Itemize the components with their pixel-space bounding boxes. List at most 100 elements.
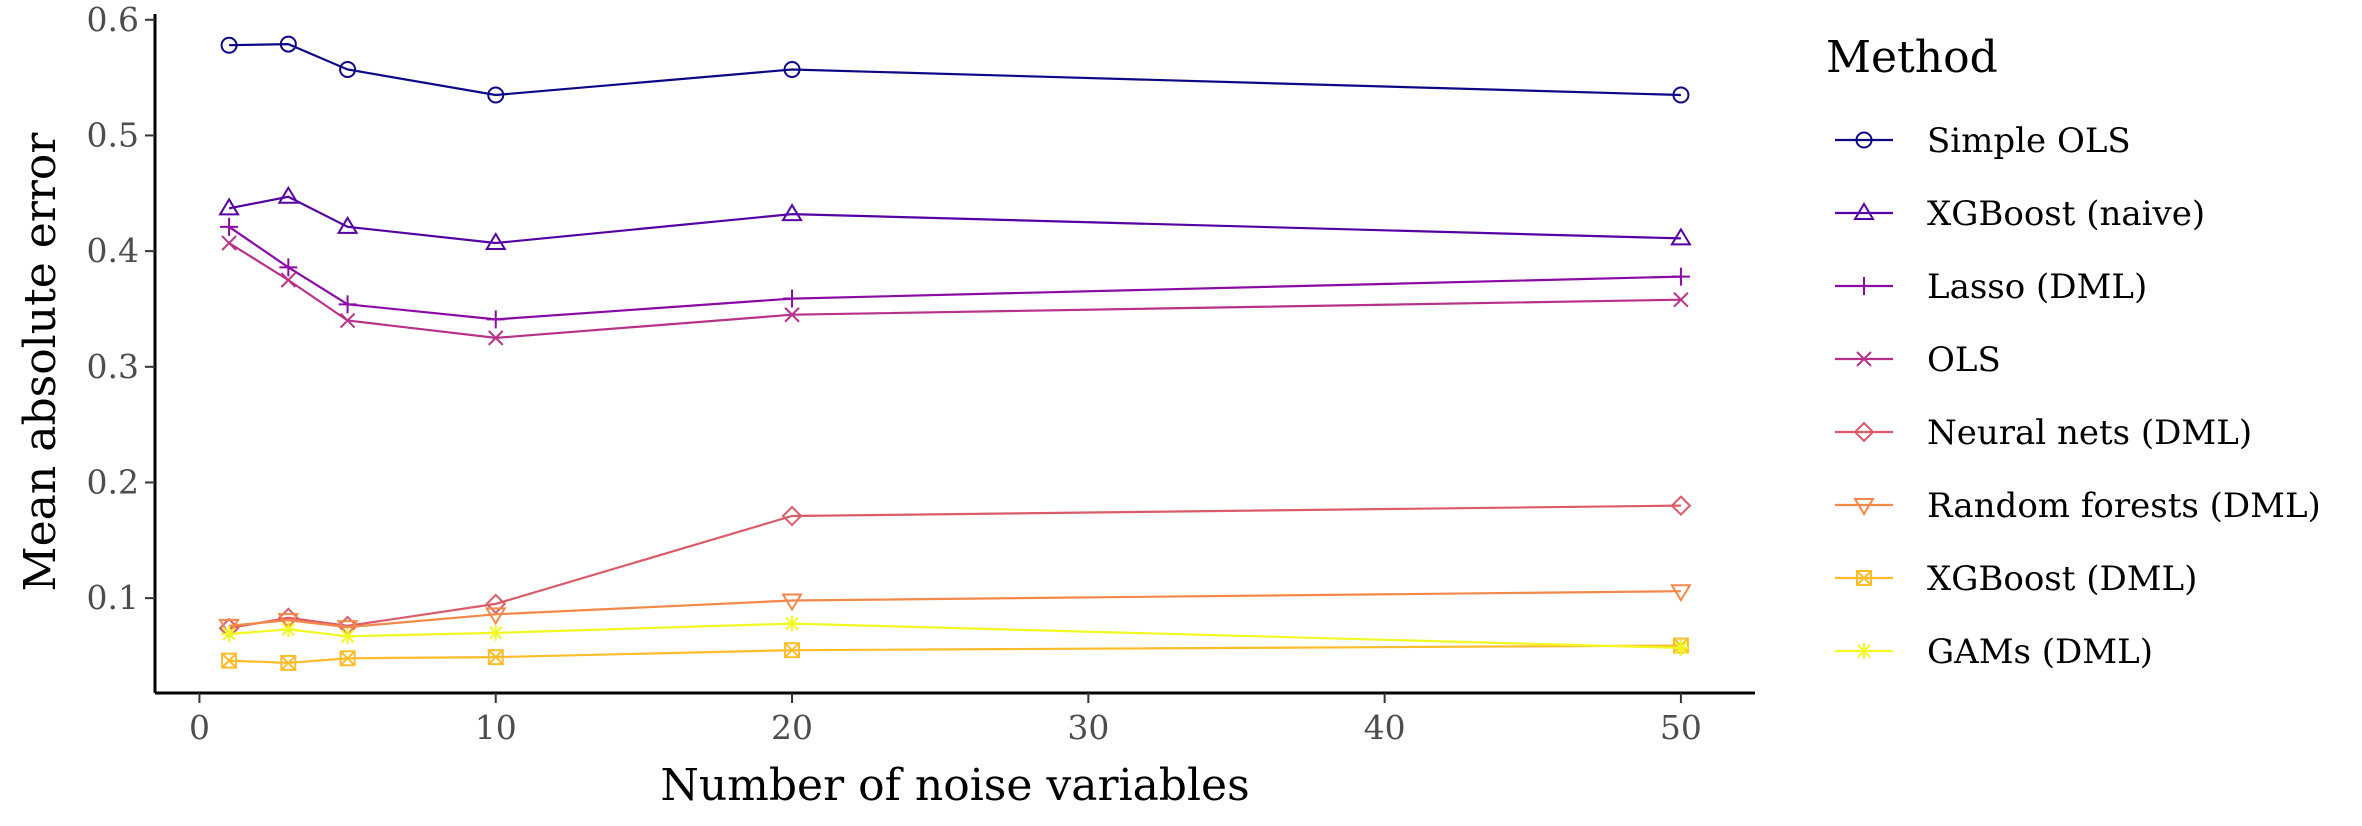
- data-point: [485, 593, 507, 615]
- legend-label: Simple OLS: [1927, 121, 2131, 161]
- data-point: [1670, 227, 1692, 246]
- axes: [153, 14, 1755, 695]
- data-point: [277, 613, 300, 632]
- legend-label: GAMs (DML): [1927, 632, 2153, 672]
- data-point: [339, 312, 356, 329]
- y-axis-title: Mean absolute error: [15, 132, 66, 592]
- data-point: [280, 654, 297, 671]
- legend-label: Random forests (DML): [1927, 486, 2321, 526]
- data-point: [1670, 495, 1692, 517]
- x-tick-label: 30: [1067, 708, 1109, 747]
- series-line: [229, 622, 1681, 649]
- series-line: [228, 590, 1681, 629]
- data-point: [221, 235, 237, 251]
- data-point: [336, 215, 359, 234]
- x-tick-label: 50: [1660, 708, 1702, 747]
- data-point: [221, 652, 238, 669]
- x-tick-label: 10: [475, 708, 517, 747]
- data-point: [336, 620, 359, 639]
- data-point: [1670, 584, 1692, 603]
- series-simple-ols: [220, 35, 1690, 104]
- data-point: [487, 649, 504, 666]
- legend-key-marker: [1853, 498, 1875, 516]
- y-tick-label: 0.6: [87, 0, 139, 39]
- ticks: 0 10 20 30 40 50 0.1 0.2 0.3 0.4 0.5 0.6: [87, 0, 1702, 747]
- series-ols: [221, 235, 1689, 346]
- data-point: [1671, 267, 1690, 286]
- legend-key-marker: [1856, 643, 1872, 659]
- legend-label: OLS: [1927, 340, 2001, 380]
- data-point: [783, 289, 802, 308]
- series-xgboost-dml: [221, 637, 1689, 671]
- data-point: [781, 593, 803, 612]
- legend-key-marker: [1853, 202, 1875, 220]
- legend-key-marker: [1853, 421, 1875, 443]
- data-point: [280, 272, 297, 288]
- data-point: [784, 642, 801, 659]
- y-tick-label: 0.1: [87, 578, 139, 617]
- y-tick-label: 0.3: [87, 347, 139, 386]
- x-axis-title: Number of noise variables: [660, 760, 1249, 811]
- series-xgboost-naive: [218, 185, 1692, 251]
- legend-key-marker: [1856, 570, 1872, 586]
- data-point: [1672, 639, 1689, 656]
- data-point: [784, 307, 800, 323]
- legend-label: Lasso (DML): [1927, 267, 2147, 307]
- legend-label: XGBoost (DML): [1927, 559, 2197, 599]
- legend-item: Neural nets (DML): [1835, 413, 2252, 453]
- y-tick-label: 0.5: [87, 115, 139, 154]
- series-random-forests-dml: [218, 584, 1692, 639]
- legend-item: Random forests (DML): [1835, 486, 2321, 526]
- legend-key-marker: [1855, 131, 1873, 149]
- legend-item: Simple OLS: [1835, 121, 2131, 161]
- legend-item: OLS: [1835, 340, 2001, 380]
- series-line: [228, 504, 1681, 630]
- data-point: [783, 61, 801, 79]
- legend-key-marker: [1856, 351, 1872, 367]
- series-lasso-dml: [220, 217, 1690, 329]
- data-point: [339, 628, 356, 645]
- data-point: [279, 35, 297, 53]
- data-point: [338, 295, 357, 314]
- data-point: [339, 650, 356, 667]
- y-tick-label: 0.4: [87, 231, 139, 270]
- data-point: [784, 615, 801, 632]
- series-group: [218, 35, 1692, 671]
- data-point: [484, 232, 507, 251]
- legend: Method Simple OLS XGBoost (naive) Lasso (D…: [1826, 32, 2321, 672]
- series-line: [228, 242, 1681, 340]
- data-point: [487, 86, 505, 104]
- data-point: [339, 61, 357, 79]
- series-line: [228, 195, 1681, 245]
- data-point: [781, 203, 803, 222]
- legend-label: XGBoost (naive): [1927, 194, 2205, 234]
- legend-item: GAMs (DML): [1835, 632, 2153, 672]
- data-point: [277, 185, 300, 204]
- data-point: [1672, 86, 1690, 104]
- series-line: [228, 225, 1681, 321]
- series-gams-dml: [221, 615, 1689, 656]
- legend-label: Neural nets (DML): [1927, 413, 2252, 453]
- x-tick-label: 20: [771, 708, 813, 747]
- series-line: [229, 644, 1681, 665]
- data-point: [218, 197, 240, 216]
- x-tick-label: 0: [189, 708, 210, 747]
- y-tick-label: 0.2: [87, 462, 139, 501]
- data-point: [221, 626, 238, 643]
- x-tick-label: 40: [1364, 708, 1406, 747]
- data-point: [218, 618, 240, 637]
- data-point: [488, 330, 504, 346]
- series-line: [229, 42, 1681, 97]
- legend-item: Lasso (DML): [1835, 267, 2147, 307]
- data-point: [220, 217, 239, 236]
- data-point: [279, 258, 298, 277]
- legend-item: XGBoost (naive): [1835, 194, 2205, 234]
- data-point: [487, 624, 504, 641]
- legend-key-marker: [1855, 277, 1873, 295]
- legend-item: XGBoost (DML): [1835, 559, 2197, 599]
- data-point: [486, 310, 505, 329]
- data-point: [1673, 292, 1689, 308]
- data-point: [220, 36, 238, 54]
- data-point: [781, 505, 803, 527]
